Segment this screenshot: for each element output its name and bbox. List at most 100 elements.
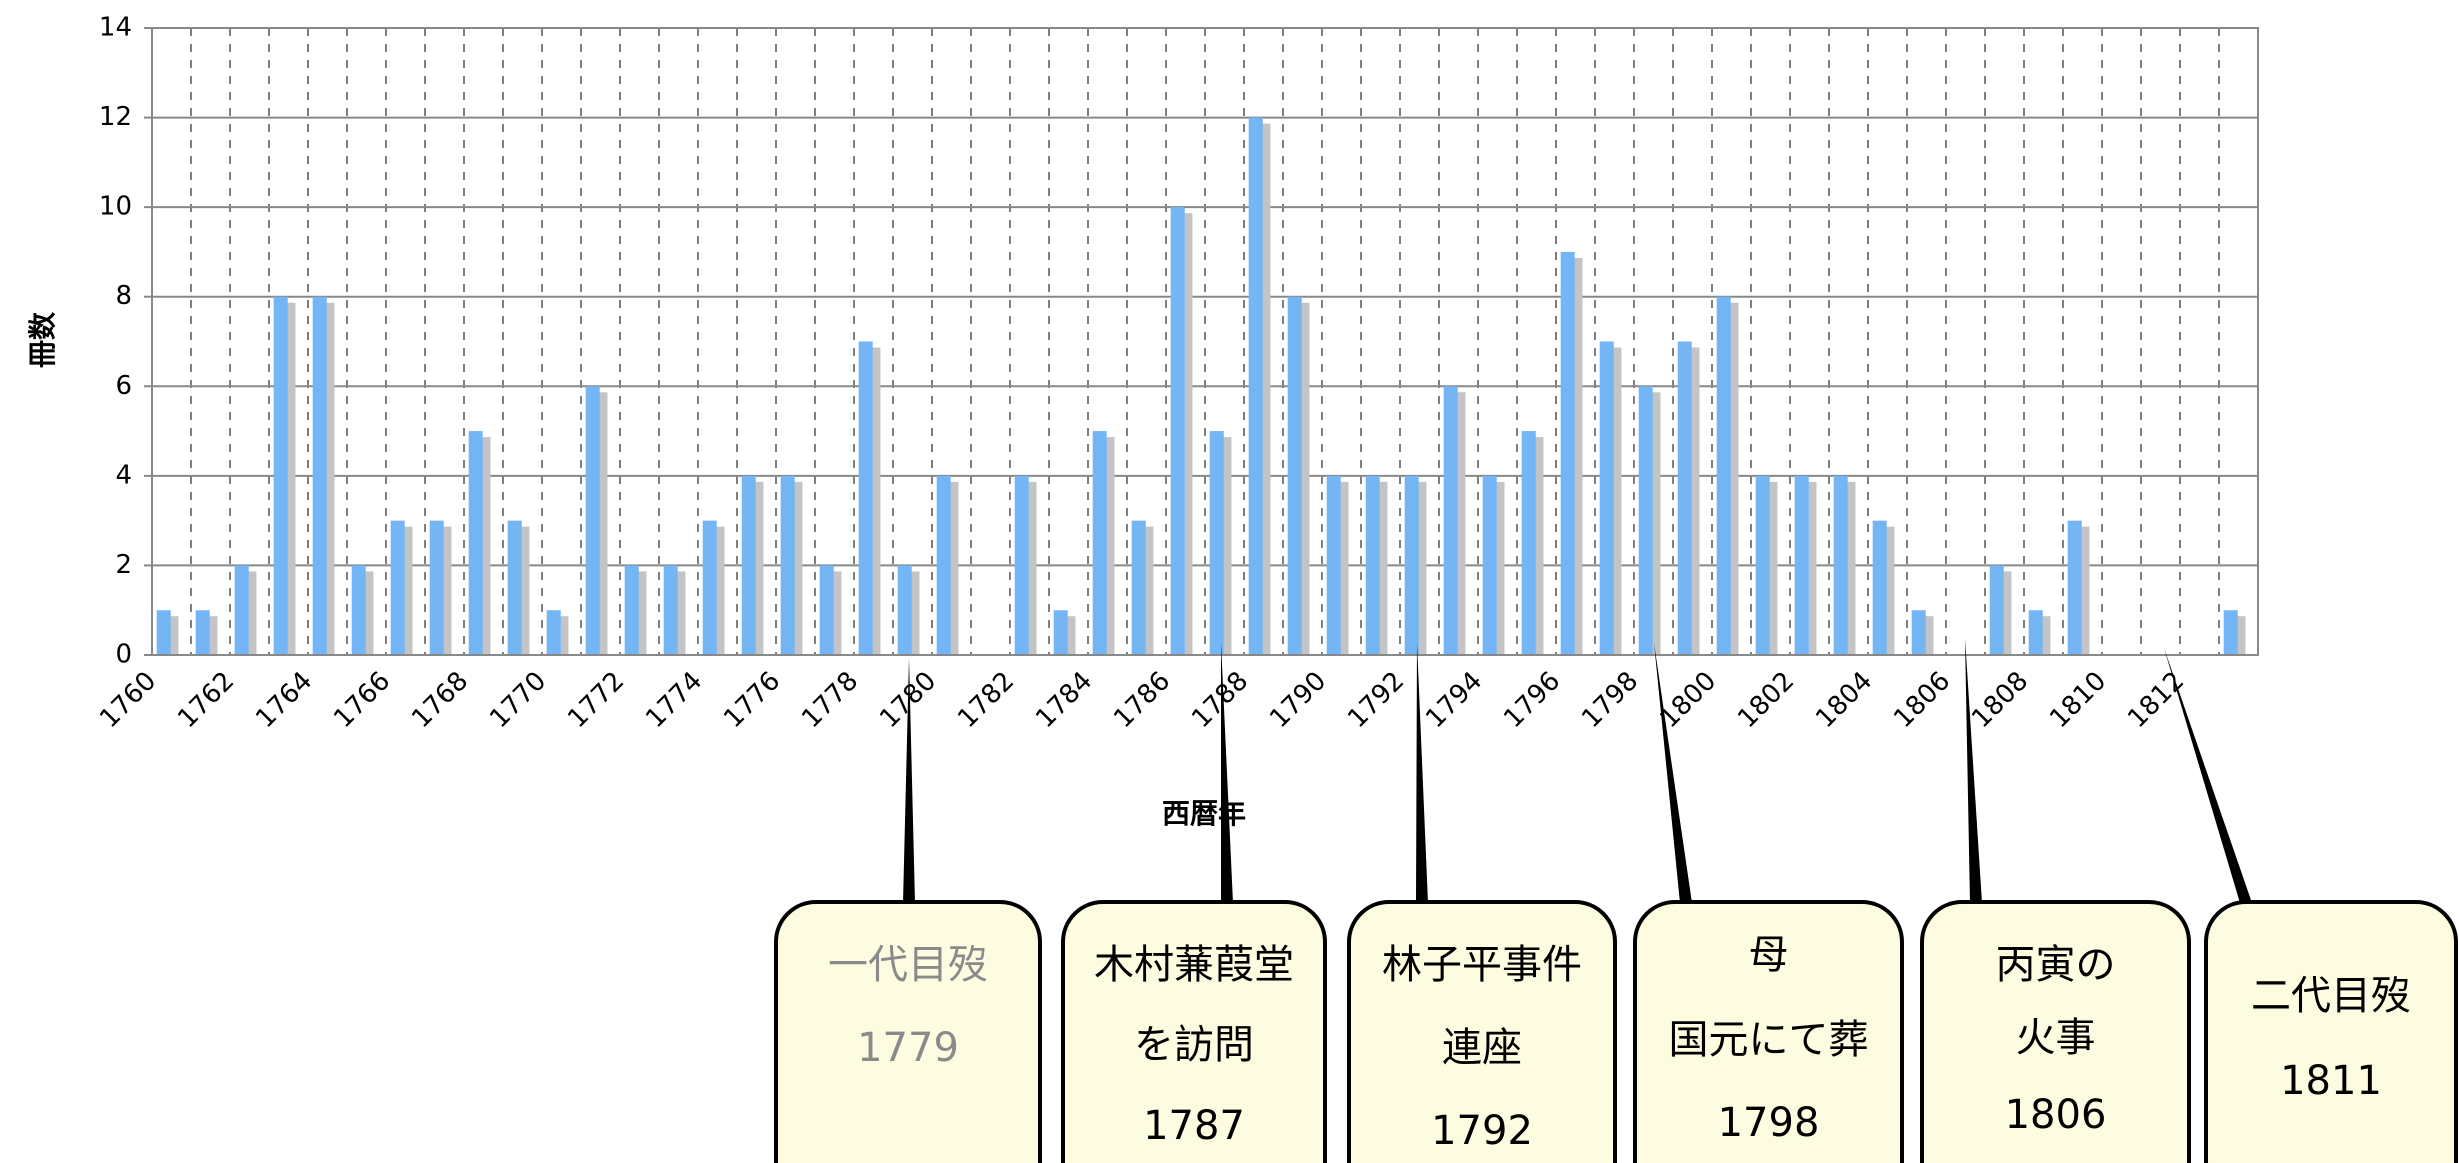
callout-pointer [1416,643,1428,903]
x-tick-label: 1776 [718,666,786,734]
bar [1131,520,1146,655]
x-tick-label: 1772 [562,666,630,734]
bar [897,565,912,655]
y-tick-label: 14 [99,13,132,43]
bar [1209,431,1224,655]
bar [741,475,756,655]
bar [819,565,834,655]
bar [1989,565,2004,655]
bar [1677,341,1692,655]
callout-text: 1806 [2005,1092,2107,1138]
x-tick-label: 1794 [1420,666,1488,734]
y-tick-label: 10 [99,192,132,222]
bar [351,565,366,655]
callout-text: 1792 [1431,1108,1533,1154]
bar [312,296,327,655]
plot-area [151,27,2259,656]
y-tick-label: 8 [115,281,132,311]
bar [663,565,678,655]
x-tick-label: 1808 [1966,666,2034,734]
y-axis-title: 冊数 [26,311,59,368]
bar [273,296,288,655]
callout-text: を訪問 [1134,1022,1254,1068]
y-tick-label: 0 [115,640,132,670]
callout-text: 1779 [857,1025,959,1071]
x-tick-label: 1790 [1264,666,1332,734]
bar [624,565,639,655]
bar [1092,431,1107,655]
bar [2223,610,2238,655]
bar [1833,475,1848,655]
bar [234,565,249,655]
callout-box [1347,900,1617,1163]
bar [195,610,210,655]
bar [1404,475,1419,655]
x-tick-label: 1792 [1342,666,1410,734]
bar [1599,341,1614,655]
bar [1638,386,1653,655]
bar [1170,207,1185,655]
callout-text: 木村蒹葭堂 [1094,942,1294,988]
bar [2028,610,2043,655]
bar [1560,251,1575,655]
callout-text: 母 [1749,932,1789,978]
bar [429,520,444,655]
x-axis-title: 西暦年 [1162,797,1246,830]
callout-text: 国元にて葬 [1669,1017,1869,1063]
bar [2067,520,2082,655]
x-tick-label: 1796 [1498,666,1566,734]
bar [1482,475,1497,655]
callout-text: 1798 [1718,1100,1820,1146]
callout-pointer [1221,643,1233,903]
bar [1326,475,1341,655]
x-tick-label: 1788 [1186,666,1254,734]
callout-text: 1787 [1143,1103,1245,1149]
callout-text: 火事 [2016,1015,2096,1061]
bar [546,610,561,655]
y-tick-label: 4 [115,460,132,490]
bar [936,475,951,655]
x-tick-label: 1806 [1888,666,1956,734]
x-tick-label: 1804 [1810,666,1878,734]
callout-pointer [1965,638,1982,903]
callout-pointer [2164,648,2252,903]
x-tick-label: 1786 [1108,666,1176,734]
x-tick-label: 1778 [796,666,864,734]
bar [507,520,522,655]
bar [780,475,795,655]
x-tick-label: 1766 [328,666,396,734]
callout-box [774,900,1042,1163]
bar [1365,475,1380,655]
x-tick-label: 1774 [640,666,708,734]
bar [858,341,873,655]
bar [1443,386,1458,655]
bar [156,610,171,655]
x-tick-label: 1810 [2044,666,2112,734]
bar [1521,431,1536,655]
x-tick-label: 1798 [1576,666,1644,734]
x-tick-label: 1762 [172,666,240,734]
bar [1794,475,1809,655]
bar [468,431,483,655]
bar [1287,296,1302,655]
y-tick-label: 2 [115,550,132,580]
y-tick-label: 12 [99,102,132,132]
y-tick-label: 6 [115,371,132,401]
x-tick-label: 1802 [1732,666,1800,734]
bar [1014,475,1029,655]
bar [585,386,600,655]
bar [1053,610,1068,655]
callout-box [1920,900,2191,1163]
x-tick-label: 1764 [250,666,318,734]
callout-box [1061,900,1327,1163]
x-tick-label: 1768 [406,666,474,734]
bar [1872,520,1887,655]
x-tick-label: 1760 [94,666,162,734]
callout-box [1633,900,1904,1163]
bar [390,520,405,655]
bar [1911,610,1926,655]
callout-pointer [1654,643,1692,903]
callout-text: 一代目歿 [828,942,988,988]
bar [1716,296,1731,655]
